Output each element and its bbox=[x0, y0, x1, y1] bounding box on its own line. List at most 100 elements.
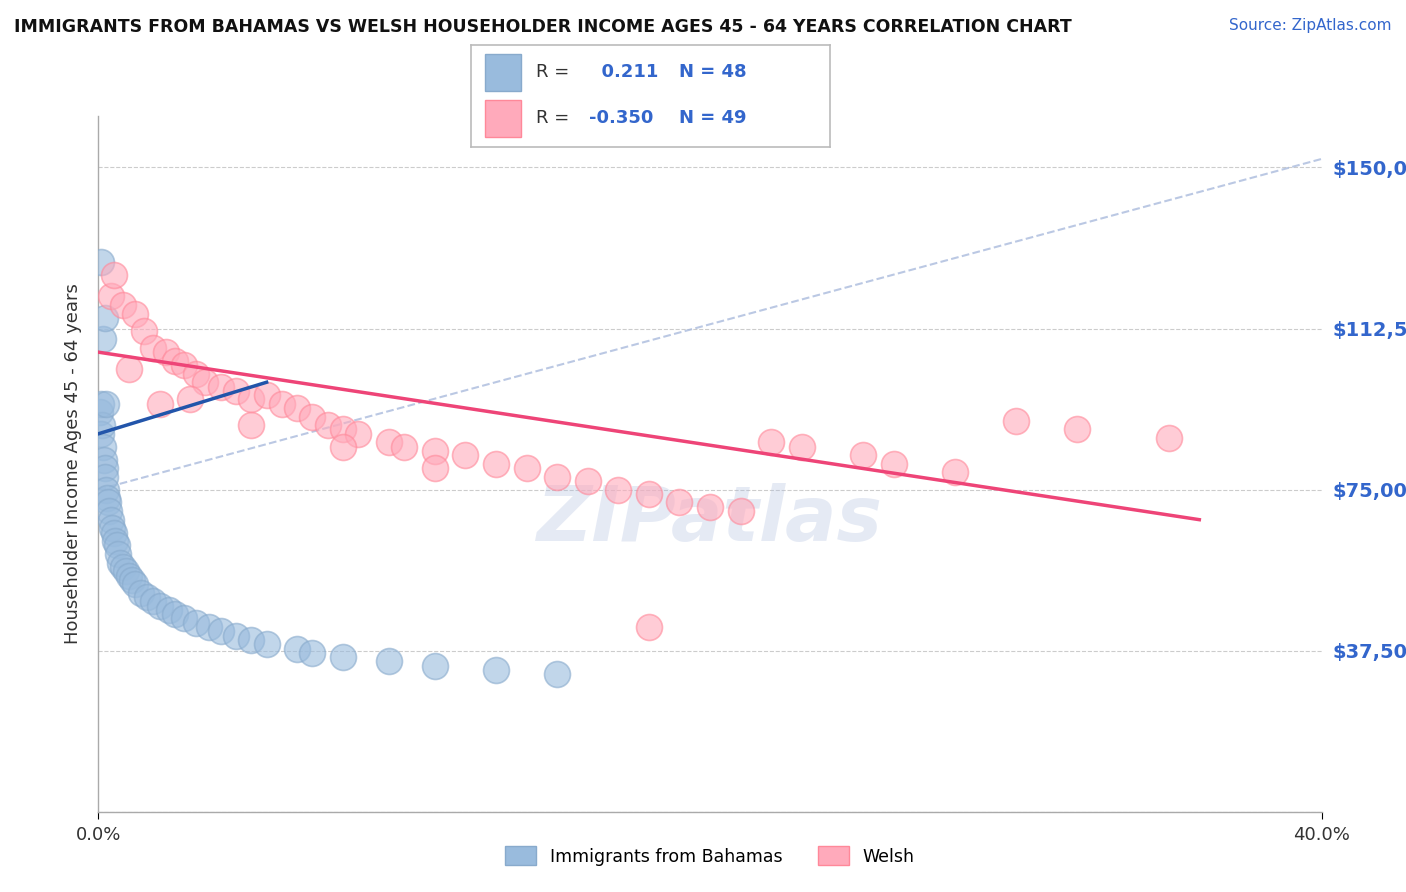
Point bbox=[285, 641, 308, 656]
Point bbox=[105, 538, 128, 552]
Point bbox=[270, 397, 294, 411]
Point bbox=[256, 637, 278, 651]
Point bbox=[155, 345, 177, 359]
Point bbox=[332, 422, 354, 436]
FancyBboxPatch shape bbox=[485, 100, 522, 137]
Point bbox=[209, 379, 232, 393]
Point bbox=[347, 426, 370, 441]
Point bbox=[225, 629, 247, 643]
Point bbox=[209, 624, 232, 639]
Point bbox=[761, 435, 783, 450]
Point bbox=[423, 444, 446, 458]
Point bbox=[149, 397, 172, 411]
Point bbox=[115, 564, 138, 578]
Point bbox=[100, 289, 122, 303]
Point bbox=[546, 469, 568, 483]
Legend: Immigrants from Bahamas, Welsh: Immigrants from Bahamas, Welsh bbox=[498, 839, 922, 872]
Point bbox=[91, 440, 114, 454]
Point bbox=[423, 658, 446, 673]
Point bbox=[301, 646, 323, 660]
Point bbox=[1066, 422, 1088, 436]
Point bbox=[136, 590, 159, 604]
Point bbox=[134, 324, 156, 338]
Point bbox=[163, 353, 186, 368]
Point bbox=[173, 611, 195, 625]
Text: R =: R = bbox=[536, 110, 569, 128]
Y-axis label: Householder Income Ages 45 - 64 years: Householder Income Ages 45 - 64 years bbox=[63, 284, 82, 644]
Point bbox=[149, 599, 172, 613]
Point bbox=[576, 474, 599, 488]
Point bbox=[790, 440, 813, 454]
Point bbox=[108, 556, 131, 570]
Point bbox=[163, 607, 186, 622]
Point bbox=[1004, 414, 1026, 428]
Point bbox=[121, 573, 143, 587]
Point bbox=[454, 448, 477, 462]
FancyBboxPatch shape bbox=[485, 54, 522, 91]
Point bbox=[378, 654, 401, 668]
Text: -0.350: -0.350 bbox=[589, 110, 654, 128]
Point bbox=[93, 310, 115, 325]
Point bbox=[943, 466, 966, 480]
Point bbox=[1157, 431, 1180, 445]
Point bbox=[124, 306, 146, 320]
Point bbox=[124, 577, 146, 591]
Point bbox=[637, 487, 661, 501]
Point bbox=[225, 384, 247, 398]
Point bbox=[101, 521, 124, 535]
Point bbox=[332, 440, 354, 454]
Point bbox=[90, 426, 112, 441]
Point bbox=[142, 341, 165, 355]
Point bbox=[392, 440, 416, 454]
Point bbox=[186, 367, 208, 381]
Point bbox=[485, 457, 508, 471]
Point bbox=[91, 418, 114, 433]
Text: R =: R = bbox=[536, 63, 569, 81]
Text: ZIPatlas: ZIPatlas bbox=[537, 483, 883, 557]
Point bbox=[197, 620, 219, 634]
Point bbox=[179, 392, 201, 407]
Point bbox=[100, 513, 122, 527]
Point bbox=[332, 650, 354, 665]
Text: Source: ZipAtlas.com: Source: ZipAtlas.com bbox=[1229, 18, 1392, 33]
Text: 0.211: 0.211 bbox=[589, 63, 658, 81]
Point bbox=[378, 435, 401, 450]
Point bbox=[668, 495, 690, 509]
Point bbox=[186, 615, 208, 630]
Point bbox=[111, 298, 134, 312]
Point bbox=[516, 461, 538, 475]
Text: N = 49: N = 49 bbox=[679, 110, 747, 128]
Point bbox=[316, 418, 339, 433]
Point bbox=[93, 461, 115, 475]
Point bbox=[129, 585, 152, 599]
Text: N = 48: N = 48 bbox=[679, 63, 747, 81]
Point bbox=[240, 392, 263, 407]
Point bbox=[90, 255, 112, 269]
Point bbox=[94, 469, 117, 483]
Point bbox=[107, 547, 129, 561]
Point bbox=[118, 568, 141, 582]
Point bbox=[90, 397, 112, 411]
Point bbox=[194, 376, 217, 390]
Point bbox=[118, 362, 141, 376]
Point bbox=[103, 268, 125, 282]
Point bbox=[111, 560, 134, 574]
Point bbox=[96, 491, 118, 506]
Point bbox=[97, 495, 120, 509]
Point bbox=[94, 483, 117, 497]
Point bbox=[699, 500, 721, 514]
Point bbox=[546, 667, 568, 681]
Point bbox=[240, 418, 263, 433]
Point bbox=[98, 504, 121, 518]
Point bbox=[142, 594, 165, 608]
Point bbox=[256, 388, 278, 402]
Point bbox=[301, 409, 323, 424]
Point bbox=[240, 632, 263, 647]
Point bbox=[637, 620, 661, 634]
Point bbox=[157, 603, 180, 617]
Point bbox=[94, 397, 117, 411]
Point bbox=[103, 525, 125, 540]
Point bbox=[173, 358, 195, 372]
Point bbox=[883, 457, 905, 471]
Point bbox=[852, 448, 875, 462]
